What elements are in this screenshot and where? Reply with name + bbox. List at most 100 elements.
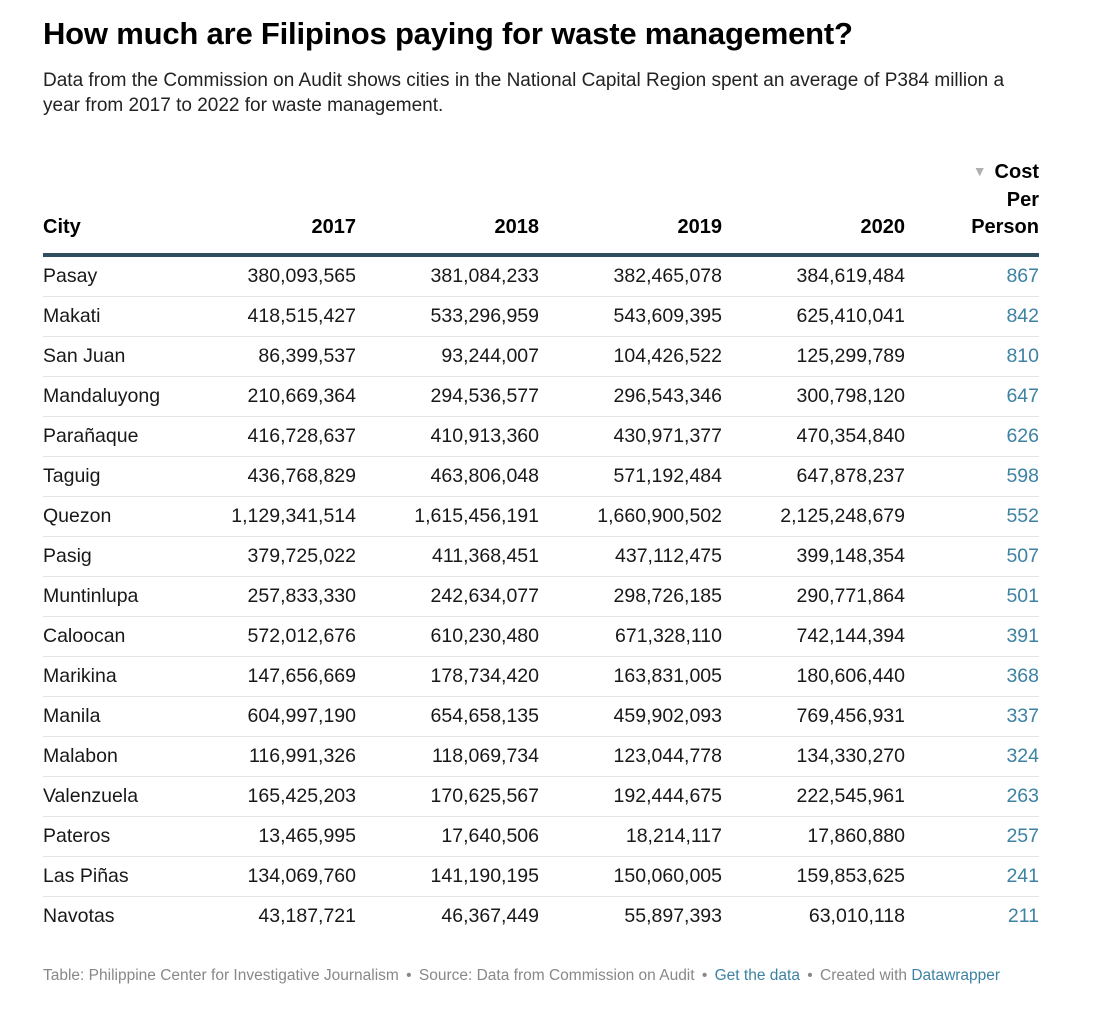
city-cell: Malabon: [43, 736, 193, 777]
value-2018-cell: 654,658,135: [356, 696, 539, 737]
value-2020-cell: 63,010,118: [808, 905, 905, 927]
table-row: Pasay 380,093,565 381,084,233 382,465,078 38…: [43, 255, 1039, 297]
table-row: Parañaque 416,728,637 410,913,360 430,971,3…: [43, 416, 1039, 457]
value-2018-cell: 411,368,451: [356, 536, 539, 577]
value-2019-cell: 192,444,675: [539, 776, 722, 817]
cost-per-person-cell: 810: [905, 336, 1039, 377]
table-row: Makati 418,515,427 533,296,959 543,609,395 6…: [43, 296, 1039, 337]
column-header-2019[interactable]: 2019: [677, 216, 723, 238]
value-2017-cell: 165,425,203: [193, 776, 356, 817]
value-2018-cell: 242,634,077: [356, 576, 539, 617]
value-2019-cell: 55,897,393: [624, 905, 722, 927]
value-2019-cell: 296,543,346: [539, 376, 722, 417]
value-2020-cell: 2,125,248,679: [722, 496, 905, 537]
cost-header-line-3: Person: [971, 216, 1039, 238]
cost-header-line-1: Cost: [994, 161, 1039, 183]
value-2019-cell: 382,465,078: [539, 255, 722, 297]
value-2017-cell: 379,725,022: [193, 536, 356, 577]
chart-container: How much are Filipinos paying for waste …: [43, 14, 1039, 984]
value-2018-cell: 46,367,449: [441, 905, 539, 927]
data-table: City 2017 2018 2019 2020 ▼ Cost Per Perso…: [43, 159, 1039, 936]
value-2019-cell: 150,060,005: [539, 856, 722, 897]
value-2017-cell: 13,465,995: [193, 816, 356, 857]
cost-per-person-cell: 647: [905, 376, 1039, 417]
value-2020-cell: 125,299,789: [722, 336, 905, 377]
cost-per-person-cell: 211: [1007, 905, 1039, 927]
cost-per-person-cell: 391: [905, 616, 1039, 657]
value-2018-cell: 1,615,456,191: [356, 496, 539, 537]
value-2018-cell: 610,230,480: [356, 616, 539, 657]
column-header-city[interactable]: City: [43, 216, 81, 238]
city-cell: Pasay: [43, 255, 193, 297]
cost-per-person-cell: 626: [905, 416, 1039, 457]
city-cell: Mandaluyong: [43, 376, 193, 417]
value-2020-cell: 300,798,120: [722, 376, 905, 417]
value-2017-cell: 86,399,537: [193, 336, 356, 377]
value-2017-cell: 416,728,637: [193, 416, 356, 457]
datawrapper-link[interactable]: Datawrapper: [911, 967, 1001, 984]
value-2019-cell: 430,971,377: [539, 416, 722, 457]
table-row: Pateros 13,465,995 17,640,506 18,214,117 17,…: [43, 816, 1039, 857]
value-2019-cell: 671,328,110: [539, 616, 722, 657]
cost-per-person-cell: 867: [905, 255, 1039, 297]
value-2019-cell: 571,192,484: [539, 456, 722, 497]
footer-separator: •: [406, 967, 412, 984]
cost-per-person-cell: 842: [905, 296, 1039, 337]
value-2020-cell: 384,619,484: [722, 255, 905, 297]
get-the-data-link[interactable]: Get the data: [714, 967, 800, 984]
value-2020-cell: 625,410,041: [722, 296, 905, 337]
value-2018-cell: 463,806,048: [356, 456, 539, 497]
value-2018-cell: 533,296,959: [356, 296, 539, 337]
value-2019-cell: 298,726,185: [539, 576, 722, 617]
cost-per-person-cell: 337: [905, 696, 1039, 737]
value-2017-cell: 210,669,364: [193, 376, 356, 417]
value-2017-cell: 418,515,427: [193, 296, 356, 337]
value-2017-cell: 134,069,760: [193, 856, 356, 897]
chart-title: How much are Filipinos paying for waste …: [43, 16, 853, 51]
value-2020-cell: 290,771,864: [722, 576, 905, 617]
table-row: Marikina 147,656,669 178,734,420 163,831,00…: [43, 656, 1039, 697]
value-2017-cell: 1,129,341,514: [193, 496, 356, 537]
value-2019-cell: 163,831,005: [539, 656, 722, 697]
table-row: Caloocan 572,012,676 610,230,480 671,328,11…: [43, 616, 1039, 657]
city-cell: San Juan: [43, 336, 193, 377]
table-row: Navotas 43,187,721 46,367,449 55,897,393 63,…: [43, 897, 1039, 937]
table-row: Muntinlupa 257,833,330 242,634,077 298,726,…: [43, 576, 1039, 617]
city-cell: Taguig: [43, 456, 193, 497]
table-row: Pasig 379,725,022 411,368,451 437,112,475 39…: [43, 536, 1039, 577]
city-cell: Makati: [43, 296, 193, 337]
value-2017-cell: 257,833,330: [193, 576, 356, 617]
value-2020-cell: 399,148,354: [722, 536, 905, 577]
city-cell: Parañaque: [43, 416, 193, 457]
cost-per-person-cell: 598: [905, 456, 1039, 497]
value-2020-cell: 742,144,394: [722, 616, 905, 657]
city-cell: Muntinlupa: [43, 576, 193, 617]
value-2018-cell: 170,625,567: [356, 776, 539, 817]
table-row: Mandaluyong 210,669,364 294,536,577 296,543…: [43, 376, 1039, 417]
value-2020-cell: 159,853,625: [722, 856, 905, 897]
city-cell: Caloocan: [43, 616, 193, 657]
value-2018-cell: 410,913,360: [356, 416, 539, 457]
value-2018-cell: 17,640,506: [356, 816, 539, 857]
value-2019-cell: 459,902,093: [539, 696, 722, 737]
table-header: City 2017 2018 2019 2020 ▼ Cost Per Perso…: [43, 159, 1039, 255]
column-header-2017[interactable]: 2017: [311, 216, 357, 238]
table-credit: Table: Philippine Center for Investigati…: [43, 967, 399, 984]
value-2018-cell: 118,069,734: [356, 736, 539, 777]
chart-description: Data from the Commission on Audit shows …: [43, 70, 1005, 116]
column-header-cost-per-person[interactable]: ▼ Cost Per Person: [905, 159, 1039, 255]
cost-per-person-cell: 263: [905, 776, 1039, 817]
value-2017-cell: 147,656,669: [193, 656, 356, 697]
table-row: Valenzuela 165,425,203 170,625,567 192,444,…: [43, 776, 1039, 817]
column-header-2018[interactable]: 2018: [494, 216, 540, 238]
value-2017-cell: 380,093,565: [193, 255, 356, 297]
value-2017-cell: 604,997,190: [193, 696, 356, 737]
value-2018-cell: 178,734,420: [356, 656, 539, 697]
cost-per-person-cell: 507: [905, 536, 1039, 577]
cost-per-person-cell: 324: [905, 736, 1039, 777]
column-header-2020[interactable]: 2020: [860, 216, 906, 238]
cost-header-line-2: Per: [1006, 189, 1039, 211]
value-2020-cell: 470,354,840: [722, 416, 905, 457]
table-row: San Juan 86,399,537 93,244,007 104,426,522 1…: [43, 336, 1039, 377]
value-2019-cell: 543,609,395: [539, 296, 722, 337]
